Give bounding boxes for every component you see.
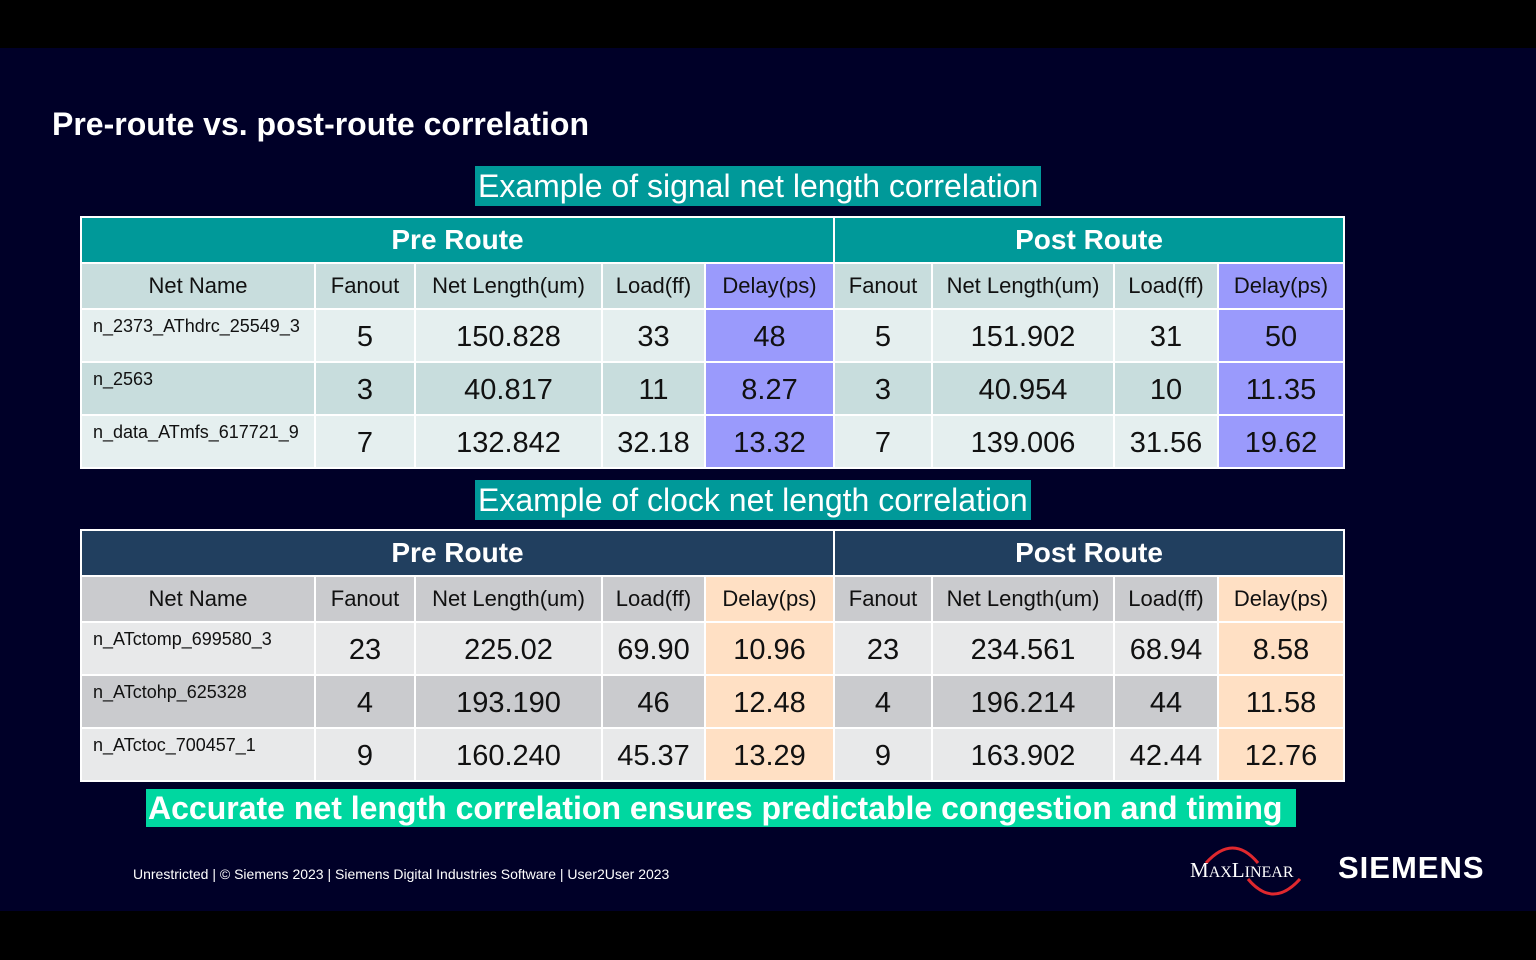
table-cell: 19.62: [1219, 416, 1343, 467]
net-name-cell: n_ATctohp_625328: [82, 676, 314, 727]
column-header: Load(ff): [603, 264, 704, 308]
column-header: Fanout: [835, 264, 931, 308]
post-route-header: Post Route: [835, 218, 1343, 262]
table-cell: 12.76: [1219, 729, 1343, 780]
table-row: n_ATctoc_700457_1 9 160.240 45.37 13.29 9 163.…: [82, 729, 1343, 780]
signal-net-table: Pre Route Post Route Net Name Fanout Net Len…: [80, 216, 1345, 469]
table-cell: 8.27: [706, 363, 833, 414]
column-header: Net Length(um): [933, 577, 1113, 621]
table-cell: 193.190: [416, 676, 601, 727]
table-cell: 150.828: [416, 310, 601, 361]
table-cell: 23: [316, 623, 414, 674]
table-row: n_data_ATmfs_617721_9 7 132.842 32.18 13.32 7…: [82, 416, 1343, 467]
table-cell: 42.44: [1115, 729, 1217, 780]
table-cell: 5: [316, 310, 414, 361]
pre-route-header: Pre Route: [82, 218, 833, 262]
table-cell: 31: [1115, 310, 1217, 361]
svg-text:MAXLINEAR: MAXLINEAR: [1190, 858, 1294, 882]
table-cell: 11: [603, 363, 704, 414]
column-header: Net Length(um): [416, 264, 601, 308]
net-name-cell: n_ATctomp_699580_3: [82, 623, 314, 674]
table-cell: 5: [835, 310, 931, 361]
table-cell: 160.240: [416, 729, 601, 780]
pre-route-header: Pre Route: [82, 531, 833, 575]
table-cell: 4: [316, 676, 414, 727]
table-cell: 3: [316, 363, 414, 414]
slide: Pre-route vs. post-route correlation Exa…: [0, 48, 1536, 911]
table-cell: 12.48: [706, 676, 833, 727]
column-header: Delay(ps): [1219, 577, 1343, 621]
table-cell: 44: [1115, 676, 1217, 727]
slide-title: Pre-route vs. post-route correlation: [52, 106, 589, 142]
column-header: Delay(ps): [706, 264, 833, 308]
table-cell: 196.214: [933, 676, 1113, 727]
table-row: n_ATctomp_699580_3 23 225.02 69.90 10.96 23 23…: [82, 623, 1343, 674]
column-header: Load(ff): [1115, 577, 1217, 621]
table-row: n_ATctohp_625328 4 193.190 46 12.48 4 196.214 4…: [82, 676, 1343, 727]
table-cell: 40.817: [416, 363, 601, 414]
net-name-cell: n_2373_AThdrc_25549_3: [82, 310, 314, 361]
signal-caption: Example of signal net length correlation: [475, 166, 1042, 206]
table-cell: 151.902: [933, 310, 1113, 361]
table-cell: 31.56: [1115, 416, 1217, 467]
column-header: Load(ff): [603, 577, 704, 621]
column-header: Delay(ps): [706, 577, 833, 621]
table-row: n_2373_AThdrc_25549_3 5 150.828 33 48 5 151.90…: [82, 310, 1343, 361]
column-header: Net Name: [82, 577, 314, 621]
column-header: Fanout: [835, 577, 931, 621]
column-header: Delay(ps): [1219, 264, 1343, 308]
table-cell: 45.37: [603, 729, 704, 780]
column-header: Net Name: [82, 264, 314, 308]
table-cell: 225.02: [416, 623, 601, 674]
conclusion-banner: Accurate net length correlation ensures …: [146, 789, 1297, 827]
table-cell: 68.94: [1115, 623, 1217, 674]
table-cell: 10: [1115, 363, 1217, 414]
table-cell: 139.006: [933, 416, 1113, 467]
table-cell: 3: [835, 363, 931, 414]
table-cell: 13.29: [706, 729, 833, 780]
table-row: n_2563 3 40.817 11 8.27 3 40.954 10 11.35: [82, 363, 1343, 414]
footer: Unrestricted | © Siemens 2023 | Siemens …: [133, 866, 670, 882]
column-header: Net Length(um): [416, 577, 601, 621]
table-cell: 8.58: [1219, 623, 1343, 674]
table-cell: 132.842: [416, 416, 601, 467]
maxlinear-logo: MAXLINEAR: [1190, 846, 1302, 896]
table-cell: 32.18: [603, 416, 704, 467]
table-cell: 48: [706, 310, 833, 361]
column-header: Net Length(um): [933, 264, 1113, 308]
table-cell: 9: [835, 729, 931, 780]
clock-net-table: Pre Route Post Route Net Name Fanout Net Len…: [80, 529, 1345, 782]
table-cell: 7: [835, 416, 931, 467]
net-name-cell: n_2563: [82, 363, 314, 414]
table-cell: 50: [1219, 310, 1343, 361]
table-cell: 23: [835, 623, 931, 674]
table-cell: 13.32: [706, 416, 833, 467]
table-cell: 69.90: [603, 623, 704, 674]
net-name-cell: n_ATctoc_700457_1: [82, 729, 314, 780]
siemens-logo: SIEMENS: [1338, 850, 1485, 885]
table-cell: 11.35: [1219, 363, 1343, 414]
table-cell: 40.954: [933, 363, 1113, 414]
table-cell: 234.561: [933, 623, 1113, 674]
table-cell: 163.902: [933, 729, 1113, 780]
table-cell: 10.96: [706, 623, 833, 674]
table-cell: 11.58: [1219, 676, 1343, 727]
column-header: Load(ff): [1115, 264, 1217, 308]
column-header: Fanout: [316, 264, 414, 308]
table-cell: 4: [835, 676, 931, 727]
table-cell: 33: [603, 310, 704, 361]
post-route-header: Post Route: [835, 531, 1343, 575]
net-name-cell: n_data_ATmfs_617721_9: [82, 416, 314, 467]
table-cell: 9: [316, 729, 414, 780]
table-cell: 46: [603, 676, 704, 727]
table-cell: 7: [316, 416, 414, 467]
column-header: Fanout: [316, 577, 414, 621]
clock-caption: Example of clock net length correlation: [475, 480, 1031, 520]
